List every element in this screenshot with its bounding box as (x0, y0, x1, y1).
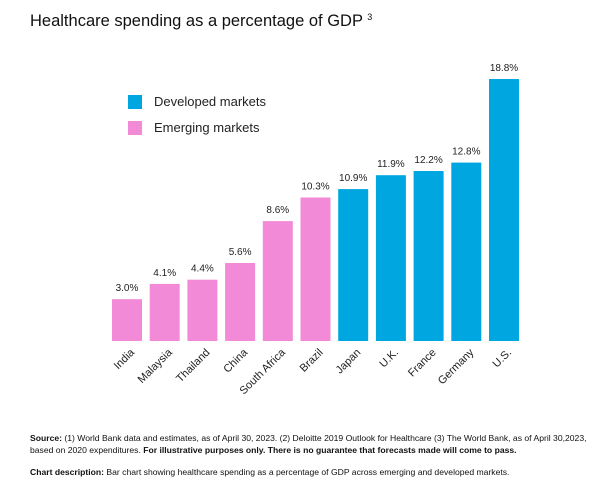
bar-france (413, 171, 444, 341)
bar-japan (338, 189, 369, 341)
bar-india (112, 299, 142, 341)
value-label-germany: 12.8% (452, 147, 480, 158)
legend-item-emerging: Emerging markets (128, 120, 259, 135)
value-label-u-s: 18.8% (490, 63, 518, 74)
bar-u-s (489, 79, 519, 341)
value-label-france: 12.2% (414, 155, 442, 166)
tick-label-france: France (406, 347, 439, 380)
bar-brazil (300, 197, 331, 341)
description-label: Chart description: (30, 467, 105, 477)
footnote-marker: 3 (367, 12, 373, 22)
legend-swatch-emerging (128, 120, 142, 135)
value-label-china: 5.6% (229, 247, 252, 258)
tick-label-brazil: Brazil (298, 347, 326, 375)
disclaimer-text: For illustrative purposes only. There is… (143, 445, 517, 455)
tick-label-japan: Japan (334, 347, 364, 377)
description-text: Bar chart showing healthcare spending as… (104, 467, 510, 477)
source-footnote: Source: (1) World Bank data and estimate… (30, 432, 605, 456)
tick-label-malaysia: Malaysia (136, 346, 176, 386)
chart-description: Chart description: Bar chart showing hea… (30, 466, 605, 478)
tick-label-thailand: Thailand (174, 347, 212, 385)
tick-label-china: China (221, 346, 250, 375)
tick-label-u-k: U.K. (377, 347, 401, 371)
bar-u-k (375, 175, 406, 341)
bar-south-africa (262, 221, 293, 341)
value-label-u-k: 11.9% (377, 159, 405, 170)
source-label: Source: (30, 433, 62, 443)
bar-china (225, 263, 256, 341)
tick-label-india: India (112, 346, 138, 372)
bar-malaysia (149, 283, 180, 341)
legend-label-developed: Developed markets (154, 94, 266, 109)
source-text: (1) World Bank data and estimates, as of… (30, 433, 587, 455)
bar-germany (451, 162, 482, 341)
value-label-malaysia: 4.1% (153, 268, 176, 279)
tick-label-germany: Germany (436, 346, 477, 387)
chart-title: Healthcare spending as a percentage of G… (30, 12, 373, 30)
legend-label-emerging: Emerging markets (154, 120, 260, 135)
value-label-brazil: 10.3% (301, 182, 329, 193)
value-label-thailand: 4.4% (191, 264, 214, 275)
legend-item-developed: Developed markets (128, 94, 266, 109)
value-label-japan: 10.9% (339, 173, 367, 184)
value-label-south-africa: 8.6% (266, 205, 289, 216)
bar-chart: 3.0% India 4.1% Malaysia 4.4% Thailand 5.6% Chi… (112, 63, 519, 397)
legend-swatch-developed (128, 94, 142, 109)
value-label-india: 3.0% (116, 283, 139, 294)
bar-thailand (187, 279, 218, 341)
tick-label-u-s: U.S. (490, 347, 514, 371)
